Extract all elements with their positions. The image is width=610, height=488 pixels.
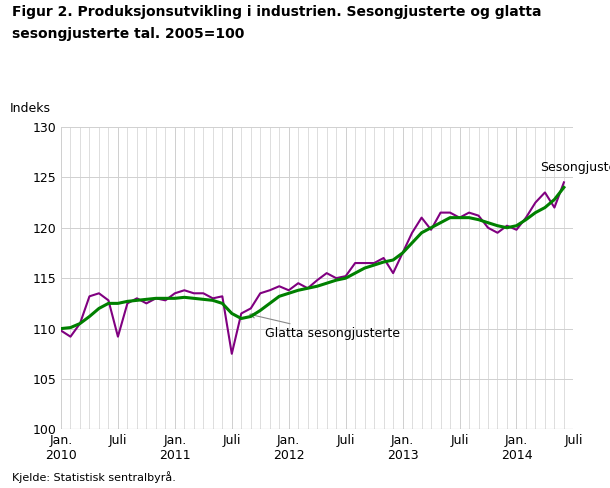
Text: Figur 2. Produksjonsutvikling i industrien. Sesongjusterte og glatta: Figur 2. Produksjonsutvikling i industri… [12, 5, 542, 19]
Text: sesongjusterte tal. 2005=100: sesongjusterte tal. 2005=100 [12, 27, 245, 41]
Text: Indeks: Indeks [10, 102, 51, 115]
Text: Kjelde: Statistisk sentralbyrå.: Kjelde: Statistisk sentralbyrå. [12, 471, 176, 483]
Text: Glatta sesongjusterte: Glatta sesongjusterte [250, 313, 400, 340]
Text: Sesongjusterte: Sesongjusterte [540, 161, 610, 174]
